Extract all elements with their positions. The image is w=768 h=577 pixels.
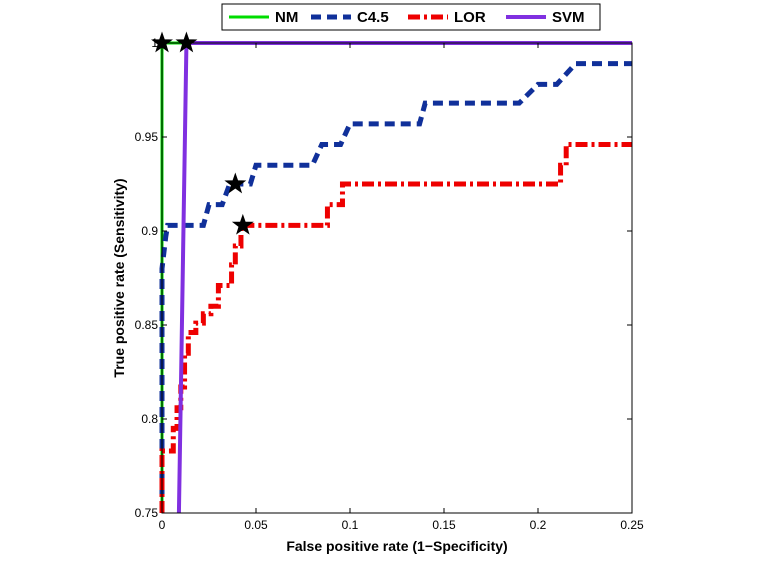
legend: NM C4.5 LOR SVM [221,3,601,31]
y-axis-title: True positive rate (Sensitivity) [111,178,127,377]
y-tick-label: 0.9 [141,224,158,238]
y-tick-label: 0.75 [135,506,159,520]
star-marker-c45 [224,172,247,194]
legend-label-svm: SVM [552,9,585,26]
x-tick-label: 0.15 [432,518,456,532]
legend-entries: NM C4.5 LOR SVM [229,9,585,26]
x-tick-label: 0.2 [530,518,547,532]
x-axis-title: False positive rate (1−Specificity) [286,538,507,554]
legend-label-lor: LOR [454,9,486,26]
x-tick-label: 0.1 [342,518,359,532]
star-marker-svm [175,31,198,53]
series-line-c45 [159,61,632,513]
y-tick-label: 0.8 [141,412,158,426]
x-axis: 0 0.05 0.1 0.15 0.2 0.25 [159,43,644,532]
legend-label-c45: C4.5 [357,9,389,26]
x-tick-label: 0.05 [244,518,268,532]
y-tick-label: 0.85 [135,318,159,332]
marker-layer [151,31,254,235]
y-tick-label: 0.95 [135,130,159,144]
legend-label-nm: NM [275,9,298,26]
star-marker-lor [231,213,254,235]
y-tick-label: 1 [151,36,158,50]
x-tick-label: 0.25 [620,518,644,532]
y-axis: 0.75 0.8 0.85 0.9 0.95 1 [135,36,632,520]
x-tick-label: 0 [159,518,166,532]
plot-frame [161,42,633,514]
plot-background [162,43,632,513]
